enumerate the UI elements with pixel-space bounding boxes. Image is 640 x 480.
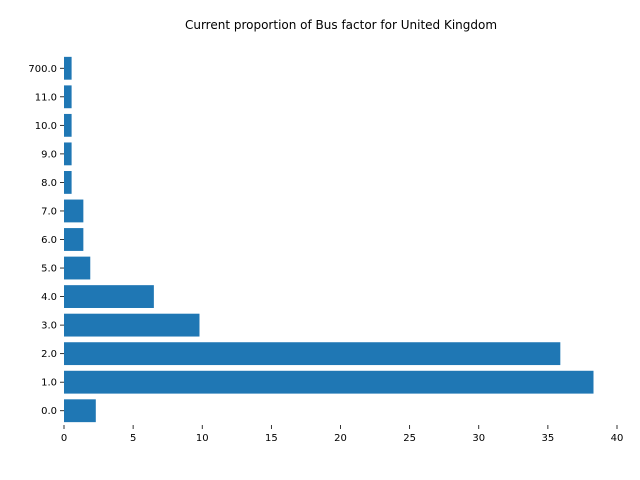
x-tick-label: 30 — [472, 433, 485, 444]
y-tick-label: 11.0 — [35, 92, 57, 103]
x-tick-label: 20 — [334, 433, 347, 444]
chart-title: Current proportion of Bus factor for Uni… — [185, 18, 497, 32]
y-tick-label: 7.0 — [41, 206, 57, 217]
x-tick-label: 25 — [403, 433, 416, 444]
x-tick-label: 15 — [265, 433, 278, 444]
y-tick-label: 1.0 — [41, 378, 57, 389]
x-tick-label: 35 — [542, 433, 555, 444]
bar-0.0 — [64, 399, 96, 423]
bar-1.0 — [64, 370, 594, 394]
x-tick-label: 10 — [196, 433, 209, 444]
bar-8.0 — [64, 171, 72, 194]
bar-5.0 — [64, 256, 91, 280]
y-axis: 0.0 1.0 2.0 3.0 4.0 5.0 6.0 7.0 8.0 9.0 10.0 11.0 70… — [28, 64, 64, 417]
x-tick-label: 0 — [61, 433, 67, 444]
bar-700.0 — [64, 56, 72, 80]
y-tick-label: 9.0 — [41, 149, 57, 160]
bar-9.0 — [64, 142, 72, 166]
bar-7.0 — [64, 199, 84, 223]
bar-2.0 — [64, 342, 561, 366]
bar-4.0 — [64, 285, 154, 308]
y-tick-label: 4.0 — [41, 292, 57, 303]
x-tick-label: 40 — [611, 433, 624, 444]
bar-11.0 — [64, 85, 72, 109]
bar-10.0 — [64, 113, 72, 137]
bars-group — [64, 56, 594, 423]
y-tick-label: 0.0 — [41, 406, 57, 417]
bar-3.0 — [64, 313, 200, 337]
y-tick-label: 5.0 — [41, 264, 57, 275]
y-tick-label: 8.0 — [41, 178, 57, 189]
x-tick-label: 5 — [130, 433, 136, 444]
x-axis: 0 5 10 15 20 25 30 35 40 — [61, 425, 624, 444]
y-tick-label: 6.0 — [41, 235, 57, 246]
y-tick-label: 10.0 — [35, 121, 57, 132]
y-tick-label: 2.0 — [41, 349, 57, 360]
y-tick-label: 3.0 — [41, 321, 57, 332]
bar-6.0 — [64, 228, 84, 251]
y-tick-label: 700.0 — [28, 64, 57, 75]
